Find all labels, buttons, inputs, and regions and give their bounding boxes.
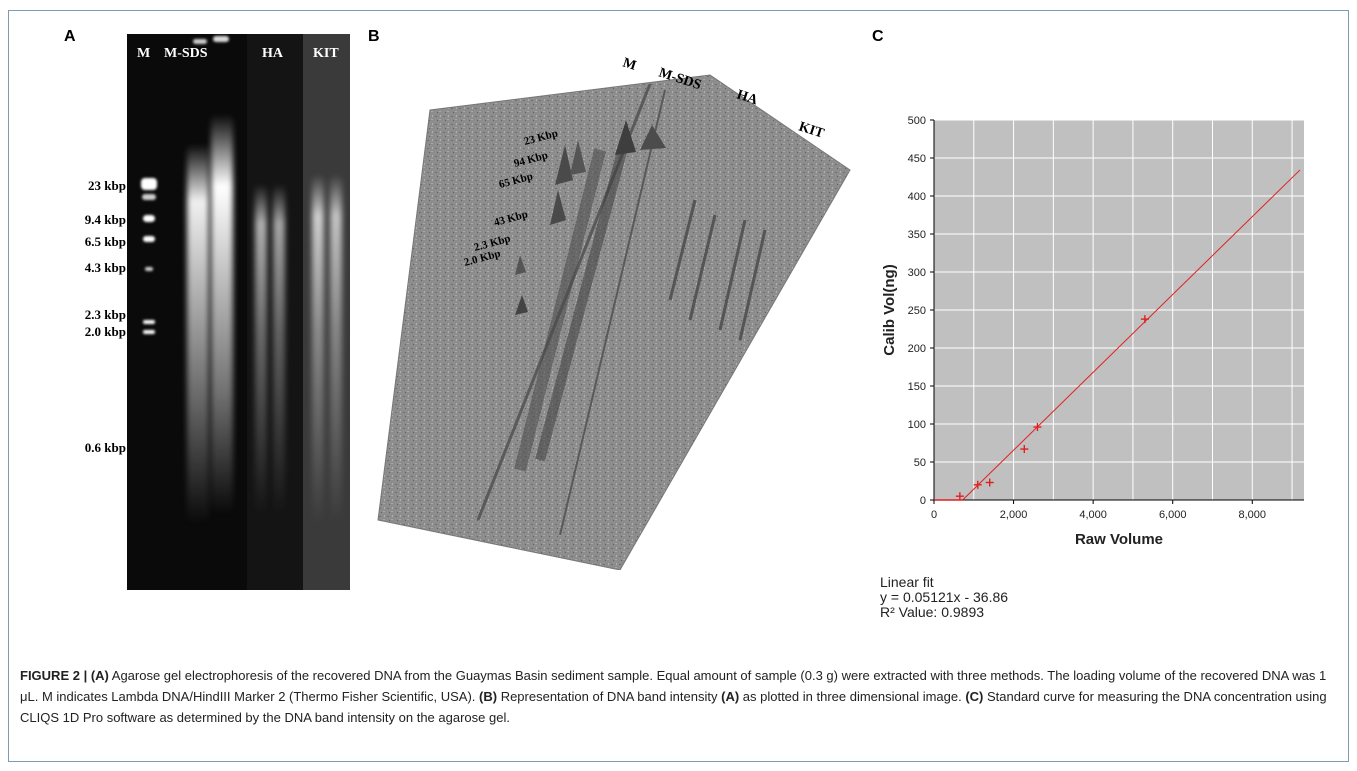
panel-letter-a: A xyxy=(64,28,76,45)
x-tick-label: 6,000 xyxy=(1159,509,1187,521)
y-tick-label: 0 xyxy=(920,495,926,507)
x-tick-label: 0 xyxy=(931,509,937,521)
y-tick-labels: 0 50 100 150 200 250 300 350 400 450 500 xyxy=(908,115,934,507)
marker-label-2-0kbp: 2.0 kbp xyxy=(84,324,126,339)
y-tick-label: 300 xyxy=(908,267,926,279)
gel-lane-label-m: M xyxy=(137,46,151,61)
caption-a-ref-2: (A) xyxy=(721,689,740,704)
data-point xyxy=(973,480,982,489)
y-axis-label: Calib Vol(ng) xyxy=(881,264,898,355)
band-intensity-3d-image: M M-SDS HA KIT 23 Kbp 94 Kbp 65 Kbp 43 K… xyxy=(377,56,851,570)
fit-title: Linear fit xyxy=(880,574,934,590)
y-tick-label: 500 xyxy=(908,115,926,127)
linear-fit-line xyxy=(962,169,1301,501)
marker-label-2-3kbp: 2.3 kbp xyxy=(84,307,126,322)
y-tick-label: 150 xyxy=(908,381,926,393)
standard-curve-chart: 0 50 100 150 200 250 300 350 400 450 500 0 2,000 4,0… xyxy=(881,115,1304,548)
marker-label-0-6kbp: 0.6 kbp xyxy=(84,440,126,455)
data-point xyxy=(955,492,964,501)
y-tick-label: 450 xyxy=(908,153,926,165)
gel-lane-label-ha: HA xyxy=(262,46,283,61)
x-tick-labels: 0 2,000 4,000 6,000 8,000 xyxy=(931,500,1266,521)
x-tick-label: 8,000 xyxy=(1239,509,1267,521)
b-lane-label-m: M xyxy=(621,56,638,74)
caption-b-text: Representation of DNA band intensity xyxy=(497,689,722,704)
caption-a-text: Agarose gel electrophoresis of the recov… xyxy=(20,668,1327,704)
fit-equation: y = 0.05121x - 36.86 xyxy=(880,589,1009,605)
x-tick-label: 2,000 xyxy=(1000,509,1028,521)
caption-a-ref: (A) xyxy=(90,668,109,683)
y-tick-label: 400 xyxy=(908,191,926,203)
chart-grid xyxy=(934,119,1304,500)
x-tick-label: 4,000 xyxy=(1079,509,1107,521)
figure-frame xyxy=(8,10,1349,762)
data-point xyxy=(1033,423,1042,432)
gel-lane-label-msds: M-SDS xyxy=(164,46,208,61)
panel-letter-c: C xyxy=(872,28,884,45)
linear-fit-annotation: Linear fit y = 0.05121x - 36.86 R² Value… xyxy=(880,575,1008,620)
y-tick-label: 350 xyxy=(908,229,926,241)
data-point xyxy=(985,478,994,487)
y-tick-label: 50 xyxy=(914,457,926,469)
caption-b-ref: (B) xyxy=(479,689,498,704)
panel-letter-b: B xyxy=(368,28,380,45)
y-tick-label: 250 xyxy=(908,305,926,317)
x-axis-label: Raw Volume xyxy=(1075,531,1163,548)
caption-c-ref: (C) xyxy=(965,689,984,704)
caption-label: FIGURE 2 | xyxy=(20,668,91,683)
marker-label-23kbp: 23 kbp xyxy=(88,178,126,193)
caption-b-text-2: as plotted in three dimensional image. xyxy=(739,689,966,704)
marker-label-4-3kbp: 4.3 kbp xyxy=(84,260,126,275)
data-point xyxy=(1020,445,1029,454)
data-points xyxy=(955,315,1149,501)
fit-r2: R² Value: 0.9893 xyxy=(880,604,985,620)
data-point xyxy=(1140,315,1149,324)
caption-c-text: Standard curve for measuring the DNA con… xyxy=(20,689,1327,725)
marker-label-9-4kbp: 9.4 kbp xyxy=(84,212,126,227)
figure-caption: FIGURE 2 | (A) Agarose gel electrophores… xyxy=(20,665,1338,728)
marker-label-6-5kbp: 6.5 kbp xyxy=(84,234,126,249)
gel-image: M M-SDS HA KIT xyxy=(127,34,350,590)
y-tick-label: 100 xyxy=(908,419,926,431)
b-lane-label-ha: HA xyxy=(735,88,760,109)
y-tick-label: 200 xyxy=(908,343,926,355)
gel-lane-label-kit: KIT xyxy=(313,46,339,61)
